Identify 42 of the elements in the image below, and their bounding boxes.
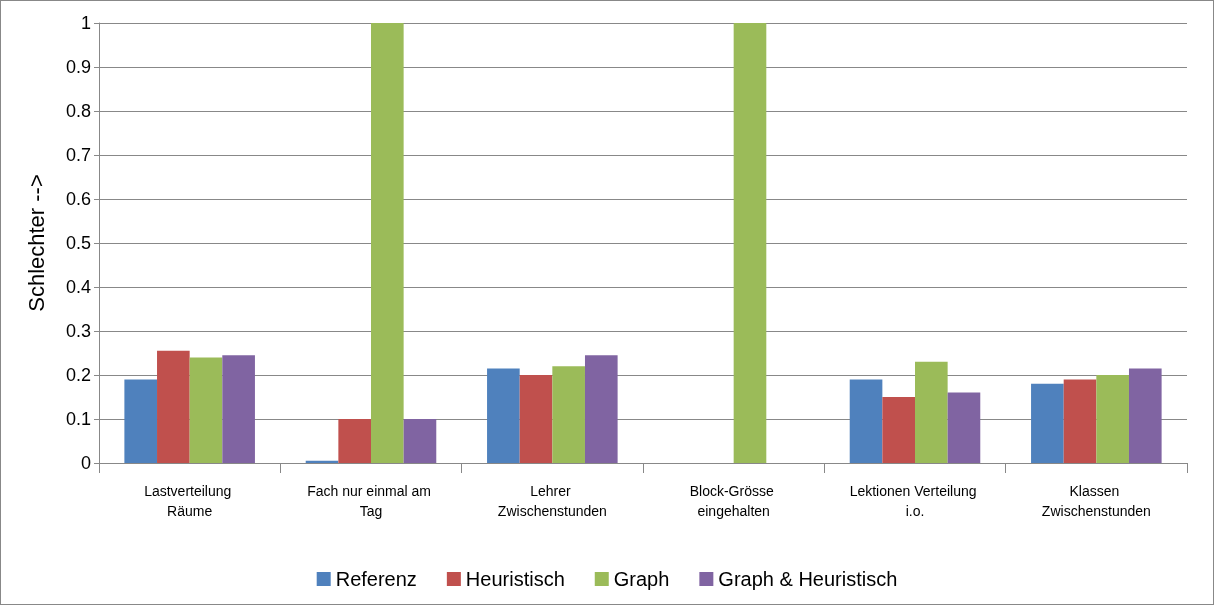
bar xyxy=(849,379,883,463)
bar xyxy=(1096,375,1129,463)
x-tick-label: Lehrer Zwischenstunden xyxy=(497,483,607,519)
bar xyxy=(157,350,190,463)
x-tick-label: Lektionen Verteilung i.o. xyxy=(849,483,981,519)
bar xyxy=(189,357,223,463)
bar xyxy=(487,368,520,463)
legend-label: Referenz xyxy=(335,568,417,590)
bar xyxy=(1031,383,1064,463)
bar xyxy=(915,361,948,463)
y-tick-label: 0.2 xyxy=(65,365,91,385)
y-axis-title: Schlechter --> xyxy=(23,174,49,312)
x-tick-label: Klassen Zwischenstunden xyxy=(1041,483,1151,519)
x-tick-label: Fach nur einmal am Tag xyxy=(307,483,435,519)
bar xyxy=(403,419,437,463)
bar xyxy=(519,375,553,463)
bar xyxy=(371,23,404,463)
legend-label: Graph & Heuristisch xyxy=(718,568,898,590)
bar xyxy=(947,392,981,463)
x-tick-label: Block-Grösse eingehalten xyxy=(689,483,778,519)
y-tick-label: 0.7 xyxy=(65,145,91,165)
bar xyxy=(1063,379,1097,463)
y-tick-label: 0.8 xyxy=(65,101,91,121)
bar xyxy=(552,366,585,463)
bar xyxy=(222,355,255,463)
y-tick-label: 1 xyxy=(80,13,91,33)
y-tick-label: 0.1 xyxy=(65,409,91,429)
y-tick-label: 0.6 xyxy=(65,189,91,209)
x-tick-label: Lastverteilung Räume xyxy=(144,483,236,519)
legend-label: Graph xyxy=(613,568,670,590)
bar xyxy=(1128,368,1162,463)
bar xyxy=(882,397,915,463)
y-tick-label: 0.4 xyxy=(65,277,91,297)
y-tick-label: 0.9 xyxy=(65,57,91,77)
bar xyxy=(733,23,767,463)
bar xyxy=(124,379,158,463)
bar xyxy=(584,355,618,463)
legend-label: Heuristisch xyxy=(465,568,565,590)
y-tick-label: 0.3 xyxy=(65,321,91,341)
y-tick-label: 0.5 xyxy=(65,233,91,253)
y-tick-label: 0 xyxy=(80,453,91,473)
bar xyxy=(338,419,371,463)
